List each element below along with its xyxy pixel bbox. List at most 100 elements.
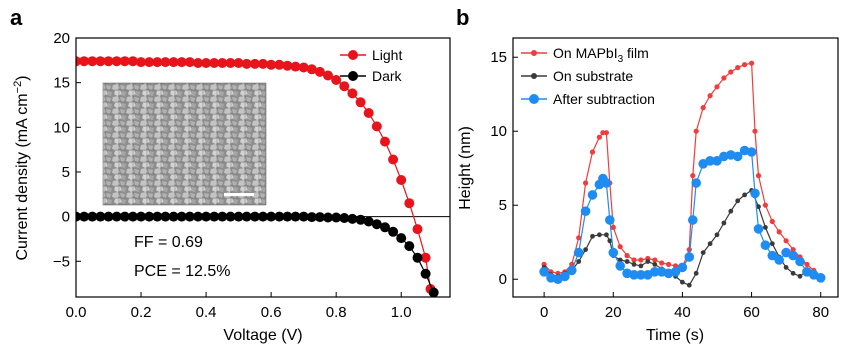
panel-b-data-point xyxy=(601,178,612,188)
panel-b-xtick-label: 60 xyxy=(743,304,760,321)
panel-b-legend-marker xyxy=(529,94,539,104)
panel-b-data-point xyxy=(753,224,764,234)
panel-b-ytick-label: 10 xyxy=(490,123,507,140)
panel-a-data-point xyxy=(103,56,114,67)
panel-a-data-point xyxy=(266,211,277,222)
panel-a-data-point xyxy=(363,216,374,227)
panel-a-xtick-label: 0.4 xyxy=(196,304,217,321)
panel-a-legend: Light Dark xyxy=(340,47,403,84)
panel-a-data-point xyxy=(331,212,342,223)
panel-a-xtick-label: 0.8 xyxy=(326,304,347,321)
panel-a-data-point xyxy=(380,136,390,147)
panel-b-data-point xyxy=(790,270,796,276)
panel-b-data-point xyxy=(576,259,582,264)
panel-a-data-point xyxy=(176,57,187,68)
panel-b-data-point xyxy=(783,265,789,270)
panel-b-data-point xyxy=(707,241,713,247)
panel-b-legend-label: On MAPbI3 film xyxy=(553,45,649,65)
panel-b-data-point xyxy=(608,247,619,258)
panel-b-data-point xyxy=(788,250,798,261)
panel-a-data-point xyxy=(209,211,220,222)
panel-a-data-point xyxy=(331,75,342,85)
panel-a-data-point xyxy=(404,241,415,252)
panel-a-data-point xyxy=(323,70,333,81)
panel-b-data-point xyxy=(610,224,616,230)
panel-a-data-point xyxy=(282,211,293,222)
panel-b-ylabel: Height (nm) xyxy=(457,126,474,210)
panel-b-data-point xyxy=(677,262,688,273)
panel-a-data-point xyxy=(241,58,252,69)
panel-b-data-point xyxy=(742,192,747,198)
panel-a-xtick-label: 0.2 xyxy=(131,304,152,321)
panel-b-data-point xyxy=(652,262,658,267)
panel-b-data-point xyxy=(690,173,696,179)
panel-b-data-point xyxy=(596,134,603,140)
panel-b-data-point xyxy=(631,257,637,263)
panel-a-data-point xyxy=(87,56,98,67)
panel-a-data-point xyxy=(249,58,260,69)
panel-b-data-point xyxy=(776,229,782,235)
panel-b-data-point xyxy=(680,279,685,285)
panel-b-data-point xyxy=(760,240,771,250)
panel-a-data-point xyxy=(160,211,171,222)
panel-b-data-point xyxy=(742,62,748,68)
panel-b-data-point xyxy=(650,267,660,277)
panel-a-data-point xyxy=(209,58,220,68)
panel-b-frame xyxy=(512,37,839,298)
panel-b-data-point xyxy=(721,75,727,81)
panel-a-data-point xyxy=(314,212,325,223)
panel-b-data-point xyxy=(629,270,639,280)
panel-a-letter: a xyxy=(10,5,23,30)
ff-annotation: FF = 0.69 xyxy=(134,234,203,251)
panel-b-data-point xyxy=(587,190,598,200)
panel-b-ytick-label: 15 xyxy=(490,49,507,66)
panel-a-data-point xyxy=(306,212,317,223)
panel-a-xtick-label: 1.0 xyxy=(391,304,412,321)
panel-a-data-point xyxy=(103,211,114,222)
pce-annotation: PCE = 12.5% xyxy=(134,263,231,280)
panel-a-data-point xyxy=(363,108,374,118)
panel-b-data-point xyxy=(624,253,630,259)
panel-a-data-point xyxy=(274,211,285,222)
panel-b-data-point xyxy=(636,270,646,280)
panel-b-data-point xyxy=(714,84,720,90)
panel-b-data-point xyxy=(652,257,658,263)
panel-b-data-point xyxy=(691,178,701,188)
panel-a-data-point xyxy=(76,56,81,67)
panel-b-data-point xyxy=(714,232,720,238)
panel-b-data-point xyxy=(746,147,757,157)
panel-a-data-point xyxy=(249,211,260,222)
panel-a-data-point xyxy=(79,56,90,67)
panel-b-data-point xyxy=(580,206,591,216)
panel-a-data-point xyxy=(217,211,228,222)
panel-b-xtick-label: 80 xyxy=(812,304,829,321)
panel-b-legend: On MAPbI3 film On substrate After subtract… xyxy=(521,45,655,107)
panel-a-data-point xyxy=(193,58,203,68)
panel-a-xlabel: Voltage (V) xyxy=(223,327,302,344)
panel-b-data-point xyxy=(688,215,698,225)
panel-b-data-point xyxy=(728,69,734,75)
panel-b-xlabel: Time (s) xyxy=(646,327,704,344)
panel-a-data-point xyxy=(290,61,301,72)
sem-image xyxy=(102,82,267,206)
panel-b-data-point xyxy=(590,233,595,239)
panel-b-data-point xyxy=(693,270,699,276)
panel-b-xtick-label: 40 xyxy=(674,304,691,321)
panel-b-data-point xyxy=(659,260,665,266)
panel-a-data-point xyxy=(355,214,366,225)
panel-a-data-point xyxy=(371,121,382,132)
inset-scale-bar xyxy=(224,193,254,196)
panel-a-data-point xyxy=(339,213,350,223)
panel-a-data-point xyxy=(152,211,163,222)
sem-micrograph-inset xyxy=(102,82,267,206)
panel-a-data-point xyxy=(217,58,228,68)
panel-b-data-point xyxy=(728,208,734,214)
panel-a-data-point xyxy=(168,211,179,222)
panel-b-data-point xyxy=(583,247,588,253)
panel-b-data-point xyxy=(560,271,570,282)
panel-a-data-point xyxy=(184,211,195,222)
panel-b-data-point xyxy=(774,255,784,265)
panel-b-data-point xyxy=(767,250,778,261)
panel-a-data-point xyxy=(176,211,187,222)
